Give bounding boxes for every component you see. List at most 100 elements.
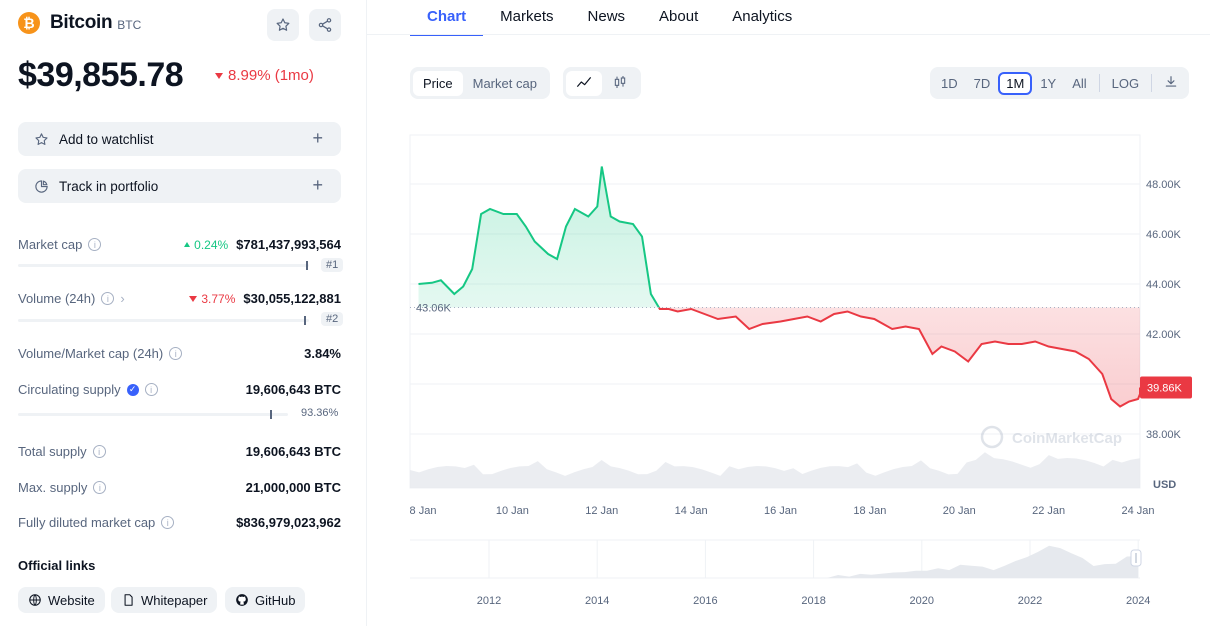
log-scale-button[interactable]: LOG bbox=[1111, 75, 1140, 91]
market-cap-value: $781,437,993,564 bbox=[236, 237, 341, 252]
share-icon bbox=[318, 18, 332, 32]
y-tick-label: 46.00K bbox=[1146, 229, 1182, 241]
chevron-right-icon[interactable]: › bbox=[120, 291, 125, 306]
x-tick-label: 14 Jan bbox=[675, 505, 708, 517]
tab-news[interactable]: News bbox=[587, 8, 626, 25]
download-icon[interactable] bbox=[1156, 71, 1186, 96]
circulating-label: Circulating supply bbox=[18, 382, 121, 397]
x-tick-label: 24 Jan bbox=[1121, 505, 1154, 517]
market-cap-rank: #1 bbox=[321, 258, 344, 272]
track-portfolio-button[interactable]: Track in portfolio + bbox=[18, 169, 341, 203]
share-button[interactable] bbox=[309, 9, 341, 41]
toggle-market-cap[interactable]: Market cap bbox=[472, 75, 537, 91]
volume-area bbox=[410, 452, 1140, 488]
github-icon bbox=[236, 594, 248, 606]
add-to-watchlist-button[interactable]: Add to watchlist + bbox=[18, 122, 341, 156]
navigator-year-label: 2020 bbox=[910, 595, 934, 607]
y-unit-label: USD bbox=[1153, 479, 1176, 491]
tab-chart[interactable]: Chart bbox=[410, 0, 484, 36]
tab-markets[interactable]: Markets bbox=[500, 8, 554, 25]
current-price-label: 39.86K bbox=[1147, 383, 1183, 395]
navigator-year-label: 2024 bbox=[1126, 595, 1150, 607]
coin-name: Bitcoin bbox=[50, 12, 113, 33]
info-icon[interactable]: i bbox=[88, 238, 102, 251]
toggle-price[interactable]: Price bbox=[413, 70, 463, 96]
github-link[interactable]: GitHub bbox=[225, 587, 306, 613]
stat-fully-diluted: Fully diluted market cap i $836,979,023,9… bbox=[18, 515, 341, 530]
x-tick-label: 22 Jan bbox=[1032, 505, 1065, 517]
divider bbox=[1151, 74, 1153, 92]
candlestick-icon[interactable] bbox=[602, 71, 638, 96]
fdmc-label: Fully diluted market cap bbox=[18, 515, 156, 530]
website-link[interactable]: Website bbox=[18, 587, 105, 613]
x-tick-label: 20 Jan bbox=[943, 505, 976, 517]
range-1d[interactable]: 1D bbox=[941, 75, 958, 91]
total-supply-label: Total supply bbox=[18, 444, 87, 459]
info-icon[interactable]: i bbox=[161, 516, 175, 529]
plus-icon: + bbox=[312, 128, 323, 148]
star-icon bbox=[34, 131, 50, 147]
bitcoin-logo-icon: ₿ bbox=[18, 12, 40, 34]
x-tick-label: 8 Jan bbox=[410, 505, 437, 517]
whitepaper-link[interactable]: Whitepaper bbox=[111, 587, 218, 613]
coin-header: ₿ Bitcoin BTC bbox=[18, 12, 141, 34]
coinmarketcap-watermark: CoinMarketCap bbox=[980, 425, 1122, 449]
down-arrow-icon bbox=[215, 72, 223, 79]
coin-overview-panel: ₿ Bitcoin BTC $39,855.78 8.99% (1mo) Add… bbox=[0, 0, 367, 626]
range-1y[interactable]: 1Y bbox=[1040, 75, 1057, 91]
verified-icon: ✓ bbox=[126, 383, 139, 396]
stat-max-supply: Max. supply i 21,000,000 BTC bbox=[18, 480, 341, 495]
coin-symbol: BTC bbox=[117, 18, 142, 32]
chart-panel: Chart Markets News About Analytics Price… bbox=[367, 0, 1210, 626]
tab-about[interactable]: About bbox=[659, 8, 699, 25]
stat-volume-market-cap: Volume/Market cap (24h) i 3.84% bbox=[18, 346, 341, 361]
website-label: Website bbox=[48, 592, 95, 608]
document-icon bbox=[124, 594, 133, 606]
up-arrow-icon bbox=[184, 242, 191, 247]
line-chart-icon[interactable] bbox=[566, 70, 602, 96]
info-icon[interactable]: i bbox=[92, 445, 106, 458]
range-7d[interactable]: 7D bbox=[973, 75, 991, 91]
total-supply-value: 19,606,643 BTC bbox=[245, 444, 341, 459]
current-price-badge bbox=[1140, 376, 1192, 399]
star-icon bbox=[276, 18, 290, 31]
price-chart[interactable]: 48.00K 46.00K 44.00K 42.00K 38.00K USD 43.06K 3… bbox=[367, 0, 1210, 626]
market-cap-label: Market cap bbox=[18, 237, 83, 252]
section-tabs: Chart Markets News About Analytics bbox=[410, 0, 809, 36]
vol-mcap-label: Volume/Market cap (24h) bbox=[18, 346, 164, 361]
x-tick-label: 18 Jan bbox=[853, 505, 886, 517]
stat-total-supply: Total supply i 19,606,643 BTC bbox=[18, 444, 341, 459]
github-label: GitHub bbox=[255, 592, 296, 608]
price-area-up bbox=[418, 166, 1140, 308]
x-tick-label: 12 Jan bbox=[585, 505, 618, 517]
vol-mcap-value: 3.84% bbox=[304, 346, 341, 361]
favorite-star-button[interactable] bbox=[267, 9, 299, 41]
stat-market-cap: Market cap i 0.24% $781,437,993,564 bbox=[18, 237, 341, 252]
max-supply-label: Max. supply bbox=[18, 480, 88, 495]
x-tick-label: 10 Jan bbox=[496, 505, 529, 517]
price-marketcap-toggle: Price Market cap bbox=[410, 67, 550, 99]
market-cap-change: 0.24% bbox=[184, 238, 228, 252]
price-change: 8.99% (1mo) bbox=[215, 67, 314, 84]
circulating-supply-bar bbox=[18, 410, 288, 419]
navigator-year-label: 2014 bbox=[585, 595, 609, 607]
fdmc-value: $836,979,023,962 bbox=[236, 515, 341, 530]
info-icon[interactable]: i bbox=[101, 292, 115, 305]
circulating-percent: 93.36% bbox=[301, 407, 339, 419]
price-line-up bbox=[418, 166, 661, 308]
volume-label: Volume (24h) bbox=[18, 291, 96, 306]
price-line-down bbox=[657, 307, 1140, 408]
pie-chart-icon bbox=[34, 178, 50, 194]
volume-value: $30,055,122,881 bbox=[243, 291, 341, 306]
info-icon[interactable]: i bbox=[169, 347, 183, 360]
tab-analytics[interactable]: Analytics bbox=[732, 8, 793, 25]
y-tick-label: 48.00K bbox=[1146, 179, 1182, 191]
x-tick-label: 16 Jan bbox=[764, 505, 797, 517]
volume-rank: #2 bbox=[321, 312, 344, 326]
globe-icon bbox=[29, 594, 41, 606]
info-icon[interactable]: i bbox=[144, 383, 158, 396]
watermark-logo-icon bbox=[980, 425, 1004, 449]
range-1m[interactable]: 1M bbox=[998, 71, 1033, 95]
range-all[interactable]: All bbox=[1072, 75, 1087, 91]
info-icon[interactable]: i bbox=[93, 481, 107, 494]
